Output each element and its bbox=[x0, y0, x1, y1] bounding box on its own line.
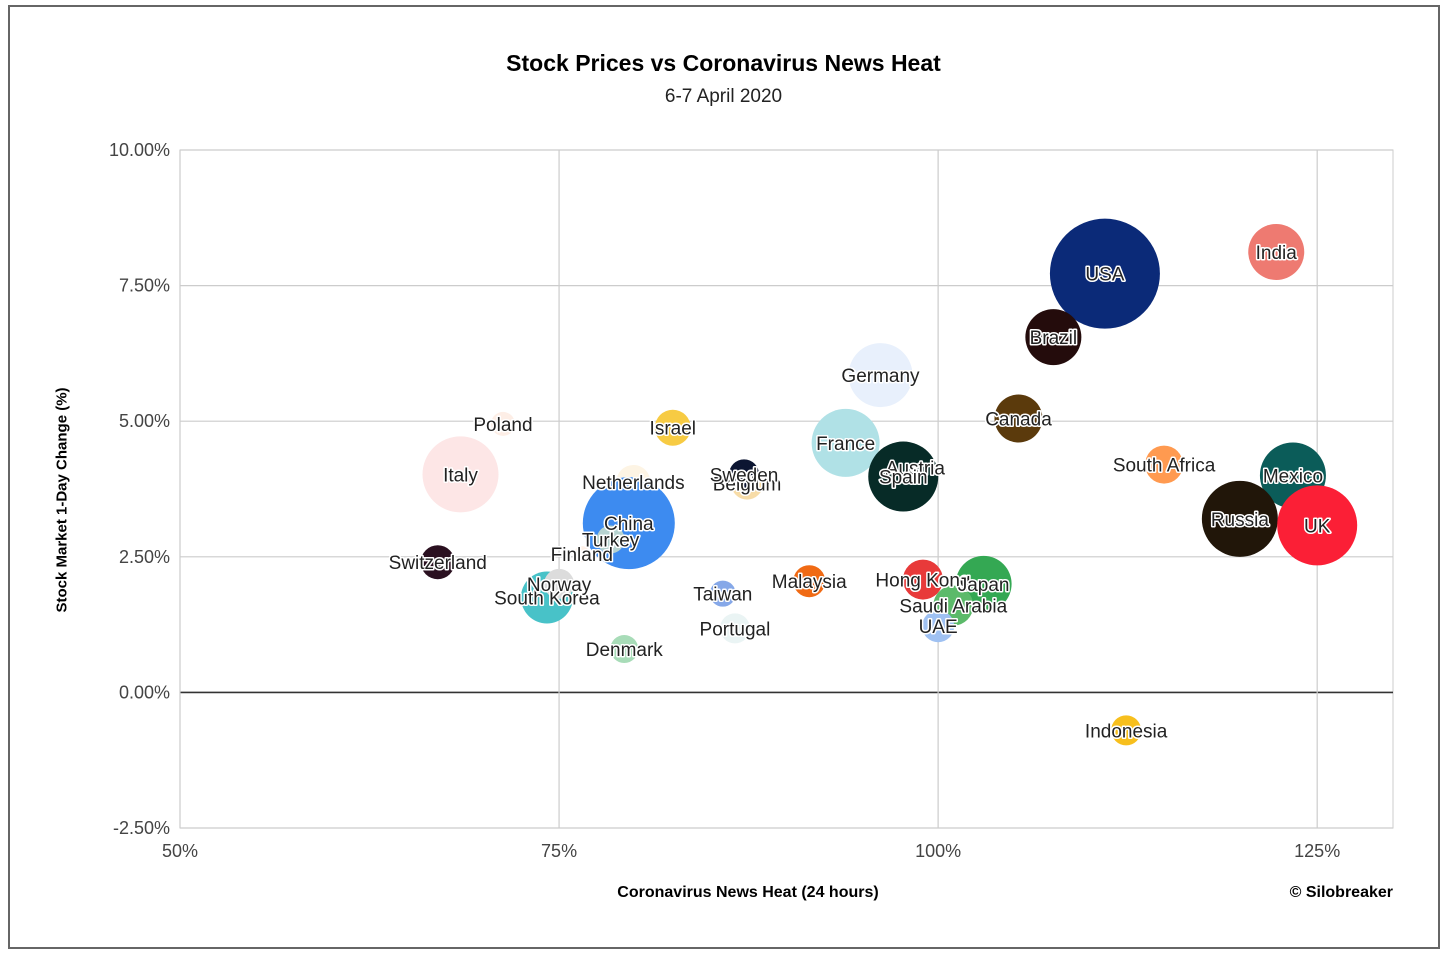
bubble-label: Russia bbox=[1211, 510, 1270, 531]
bubble-uae bbox=[922, 610, 955, 643]
bubble-label: Italy bbox=[443, 465, 478, 486]
bubble-russia bbox=[1201, 480, 1278, 557]
x-tick-label: 50% bbox=[162, 841, 198, 861]
bubble-sweden bbox=[729, 459, 760, 490]
bubble-label: UAE bbox=[919, 617, 958, 638]
bubble-turkey bbox=[596, 525, 625, 554]
bubble-label: Saudi Arabia bbox=[899, 597, 1007, 618]
bubble-israel bbox=[654, 409, 691, 446]
bubble-norway bbox=[544, 568, 575, 599]
bubble-label: Taiwan bbox=[693, 585, 752, 606]
bubble-label: Belgium bbox=[713, 475, 782, 496]
bubble-label: Malaysia bbox=[772, 572, 847, 593]
bubble-label: Austria bbox=[886, 458, 946, 479]
bubble-label: Sweden bbox=[710, 465, 779, 486]
y-tick-label: 10.00% bbox=[109, 140, 170, 160]
bubble-label: Spain bbox=[879, 468, 928, 489]
chart-subtitle: 6-7 April 2020 bbox=[664, 86, 783, 107]
bubble-portugal bbox=[719, 613, 750, 644]
bubble-malaysia bbox=[793, 565, 826, 598]
bubble-label: Hong Kong bbox=[875, 571, 970, 592]
y-tick-label: -2.50% bbox=[113, 818, 170, 838]
y-tick-label: 5.00% bbox=[119, 411, 170, 431]
bubble-label: Mexico bbox=[1263, 466, 1323, 487]
bubble-label: India bbox=[1256, 243, 1298, 264]
x-tick-label: 100% bbox=[915, 841, 961, 861]
bubble-uk bbox=[1277, 485, 1358, 566]
y-tick-label: 2.50% bbox=[119, 547, 170, 567]
x-tick-label: 125% bbox=[1294, 841, 1340, 861]
bubble-switzerland bbox=[420, 545, 455, 580]
bubble-france bbox=[811, 408, 880, 477]
bubble-label: Brazil bbox=[1030, 328, 1078, 349]
bubble-poland bbox=[490, 411, 515, 436]
bubble-denmark bbox=[610, 635, 639, 664]
bubble-canada bbox=[994, 394, 1043, 443]
bubble-hong-kong bbox=[902, 559, 943, 600]
bubble-label: Portugal bbox=[700, 619, 771, 640]
bubble-label: Germany bbox=[841, 366, 920, 387]
bubble-italy bbox=[422, 436, 499, 513]
plot-area bbox=[179, 149, 1394, 829]
y-tick-label: 7.50% bbox=[119, 276, 170, 296]
bubble-label: Switzerland bbox=[389, 553, 487, 574]
bubble-label: UK bbox=[1304, 516, 1331, 537]
bubble-label: Japan bbox=[958, 575, 1010, 596]
bubble-label: USA bbox=[1085, 265, 1124, 286]
bubble-label: Netherlands bbox=[582, 473, 684, 494]
bubble-germany bbox=[848, 343, 913, 408]
bubble-label: South Korea bbox=[494, 588, 600, 609]
bubble-label: South Africa bbox=[1113, 456, 1216, 477]
bubble-label: Finland bbox=[551, 545, 613, 566]
chart-title: Stock Prices vs Coronavirus News Heat bbox=[506, 50, 941, 76]
bubble-label: Indonesia bbox=[1085, 721, 1168, 742]
bubble-spain bbox=[868, 441, 939, 512]
bubble-south-africa bbox=[1145, 445, 1184, 484]
credit-label: © Silobreaker bbox=[1289, 884, 1393, 901]
bubble-label: Poland bbox=[473, 415, 532, 436]
bubble-india bbox=[1248, 223, 1305, 280]
bubble-brazil bbox=[1025, 309, 1082, 366]
bubble-usa bbox=[1049, 218, 1160, 329]
bubble-label: Israel bbox=[650, 419, 696, 440]
bubble-label: China bbox=[604, 514, 654, 535]
bubble-label: Denmark bbox=[586, 640, 664, 661]
y-tick-label: 0.00% bbox=[119, 682, 170, 702]
bubble-label: Norway bbox=[527, 575, 592, 596]
x-tick-label: 75% bbox=[541, 841, 577, 861]
x-axis-label: Coronavirus News Heat (24 hours) bbox=[617, 884, 879, 901]
bubble-label: Canada bbox=[985, 409, 1052, 430]
bubble-label: Turkey bbox=[582, 530, 640, 551]
bubble-finland bbox=[573, 546, 590, 563]
bubble-label: France bbox=[816, 434, 875, 455]
bubble-indonesia bbox=[1111, 715, 1142, 746]
bubble-taiwan bbox=[709, 580, 736, 607]
